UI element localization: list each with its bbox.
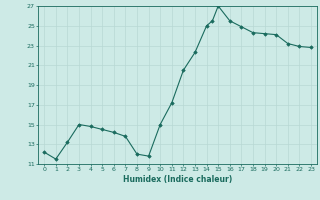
X-axis label: Humidex (Indice chaleur): Humidex (Indice chaleur)	[123, 175, 232, 184]
